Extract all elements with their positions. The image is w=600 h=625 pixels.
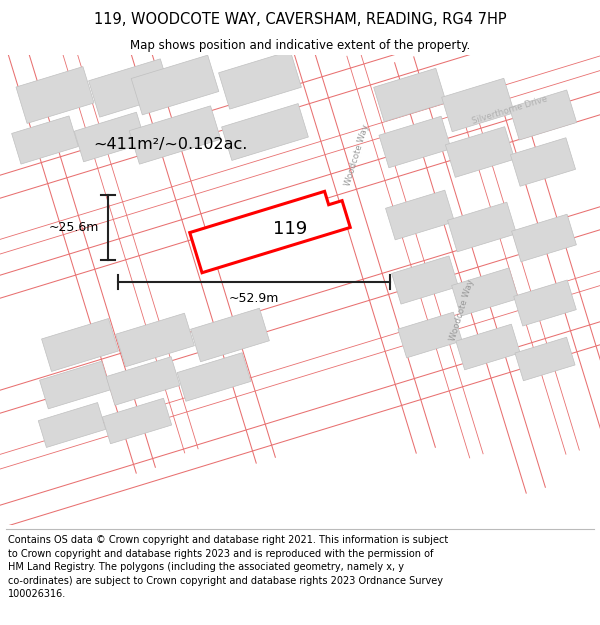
Polygon shape — [0, 254, 600, 486]
Polygon shape — [456, 324, 520, 370]
Polygon shape — [512, 214, 577, 262]
Polygon shape — [445, 127, 515, 178]
Text: 119, WOODCOTE WAY, CAVERSHAM, READING, RG4 7HP: 119, WOODCOTE WAY, CAVERSHAM, READING, R… — [94, 12, 506, 27]
Text: Map shows position and indicative extent of the property.: Map shows position and indicative extent… — [130, 39, 470, 51]
Polygon shape — [218, 51, 301, 109]
Polygon shape — [0, 305, 600, 545]
Polygon shape — [0, 75, 600, 315]
Polygon shape — [11, 116, 79, 164]
Polygon shape — [116, 313, 194, 367]
Text: Woodcote Way: Woodcote Way — [448, 278, 476, 342]
Polygon shape — [41, 319, 118, 371]
Polygon shape — [177, 352, 251, 401]
Polygon shape — [191, 308, 269, 362]
Polygon shape — [452, 268, 518, 316]
Polygon shape — [442, 78, 514, 132]
Polygon shape — [89, 59, 172, 117]
Polygon shape — [106, 357, 180, 405]
Polygon shape — [509, 90, 577, 140]
Polygon shape — [5, 37, 155, 473]
Polygon shape — [515, 338, 575, 381]
Polygon shape — [374, 68, 446, 122]
Polygon shape — [103, 398, 172, 444]
Polygon shape — [221, 104, 308, 161]
Polygon shape — [386, 190, 454, 240]
Text: ~52.9m: ~52.9m — [229, 292, 279, 305]
Polygon shape — [461, 106, 580, 454]
Polygon shape — [0, 0, 600, 215]
Text: 119: 119 — [274, 220, 308, 238]
Text: ~25.6m: ~25.6m — [49, 221, 99, 234]
Text: Silverthorne Drive: Silverthorne Drive — [471, 94, 549, 126]
Polygon shape — [190, 191, 350, 272]
Polygon shape — [131, 55, 219, 115]
Polygon shape — [347, 52, 483, 458]
Polygon shape — [514, 280, 577, 326]
Polygon shape — [505, 111, 600, 479]
Polygon shape — [511, 138, 575, 186]
Polygon shape — [379, 116, 451, 168]
Polygon shape — [395, 57, 545, 493]
Polygon shape — [129, 106, 221, 164]
Polygon shape — [16, 67, 94, 123]
Text: ~411m²/~0.102ac.: ~411m²/~0.102ac. — [93, 138, 247, 152]
Polygon shape — [0, 39, 600, 271]
Polygon shape — [40, 361, 110, 409]
Polygon shape — [62, 47, 198, 453]
Polygon shape — [392, 256, 458, 304]
Polygon shape — [38, 402, 106, 448]
Text: Woodcote Way: Woodcote Way — [343, 123, 371, 187]
Polygon shape — [0, 190, 600, 430]
Text: Contains OS data © Crown copyright and database right 2021. This information is : Contains OS data © Crown copyright and d… — [8, 535, 448, 599]
Polygon shape — [448, 202, 517, 252]
Polygon shape — [398, 312, 462, 358]
Polygon shape — [284, 17, 436, 453]
Polygon shape — [125, 27, 275, 463]
Polygon shape — [74, 112, 146, 162]
